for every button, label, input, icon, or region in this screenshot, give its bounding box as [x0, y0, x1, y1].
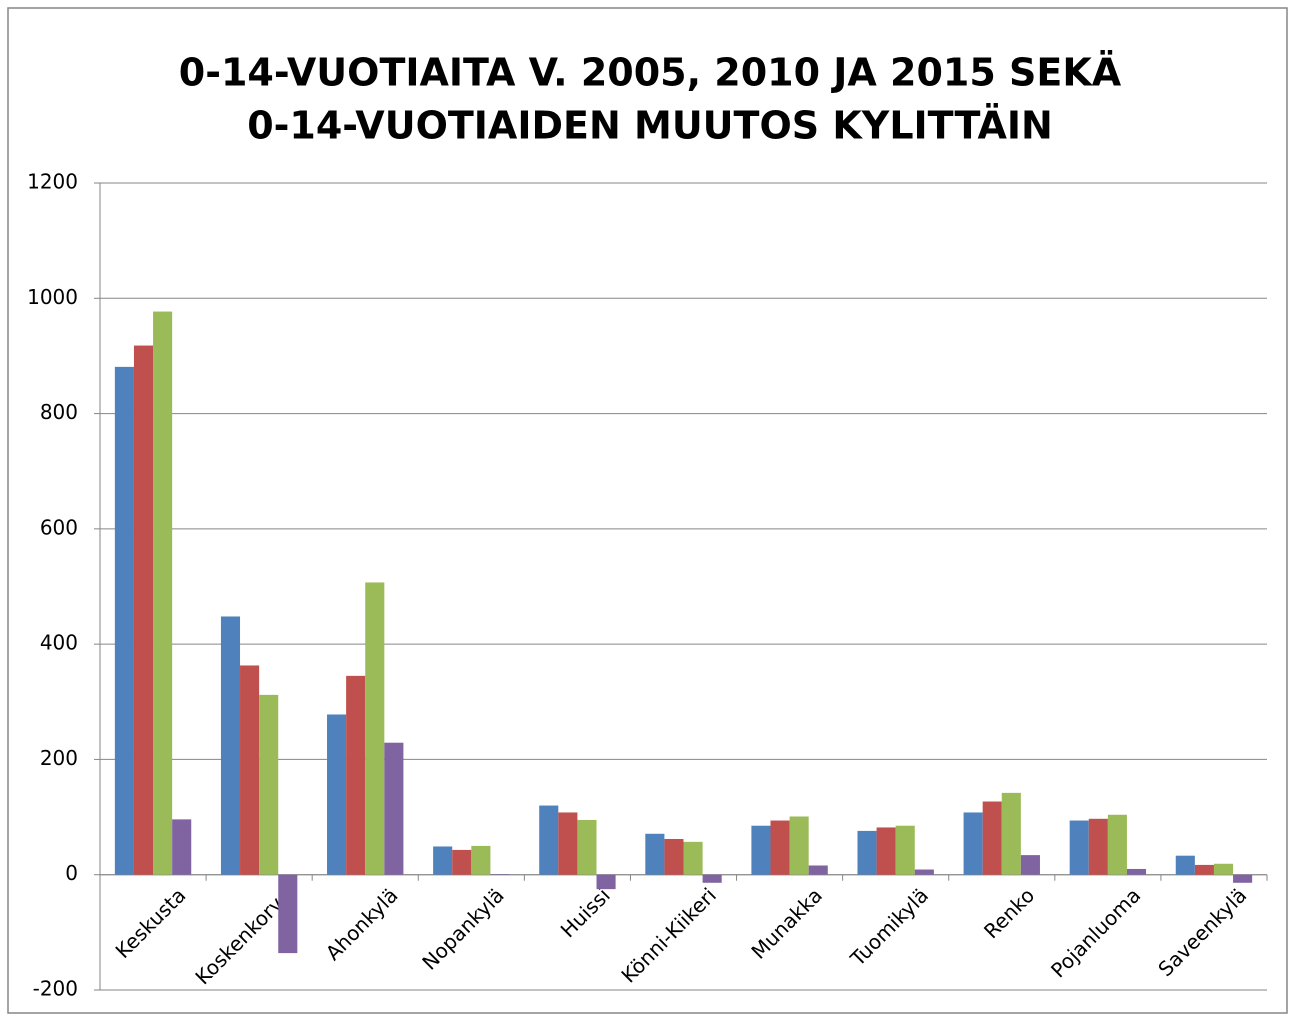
- y-tick-label: 600: [40, 515, 78, 539]
- bar: [452, 849, 472, 875]
- y-tick-label: -200: [33, 977, 78, 1001]
- bar: [346, 675, 366, 875]
- bar: [114, 366, 134, 875]
- bar: [278, 874, 298, 954]
- bar: [770, 820, 790, 875]
- bar: [664, 838, 684, 875]
- bar: [857, 830, 877, 875]
- bar: [895, 825, 915, 875]
- bar: [789, 816, 809, 875]
- y-tick-label: 800: [40, 400, 78, 424]
- chart-title: 0-14-VUOTIAIDEN MUUTOS KYLITTÄIN: [247, 104, 1053, 148]
- bar: [1088, 818, 1108, 875]
- bar: [471, 845, 491, 875]
- bar: [1001, 792, 1021, 875]
- y-tick-label: 1200: [27, 170, 78, 194]
- chart-title: 0-14-VUOTIAITA V. 2005, 2010 JA 2015 SEK…: [179, 51, 1122, 95]
- bar: [539, 805, 559, 875]
- bar: [133, 345, 154, 875]
- bar: [702, 874, 722, 883]
- bar: [1069, 820, 1089, 875]
- bar: [558, 812, 578, 875]
- bar: [914, 869, 934, 875]
- bar: [645, 833, 665, 875]
- bar: [808, 865, 828, 875]
- y-tick-label: 1000: [27, 285, 78, 309]
- bar: [1194, 864, 1214, 875]
- bar: [751, 825, 771, 875]
- bar: [683, 841, 703, 875]
- bar: [240, 665, 260, 875]
- bar: [220, 616, 241, 875]
- bar: [1107, 814, 1127, 875]
- bar: [1126, 868, 1147, 875]
- bar: [384, 742, 404, 875]
- y-tick-label: 0: [65, 861, 78, 885]
- bar: [596, 874, 616, 890]
- y-tick-label: 200: [40, 746, 78, 770]
- bar: [259, 694, 279, 875]
- bar: [490, 874, 510, 875]
- bar: [982, 801, 1002, 875]
- bar: [1175, 855, 1195, 875]
- bar: [963, 812, 983, 875]
- bar: [365, 582, 385, 875]
- bar: [433, 846, 453, 875]
- bar: [153, 311, 173, 875]
- bar: [876, 827, 896, 875]
- bar: [1213, 863, 1234, 875]
- bar: [1020, 855, 1040, 875]
- bar: [577, 819, 597, 875]
- bar: [1233, 874, 1253, 883]
- y-tick-label: 400: [40, 631, 78, 655]
- bar: [172, 819, 192, 875]
- bar: [327, 714, 347, 875]
